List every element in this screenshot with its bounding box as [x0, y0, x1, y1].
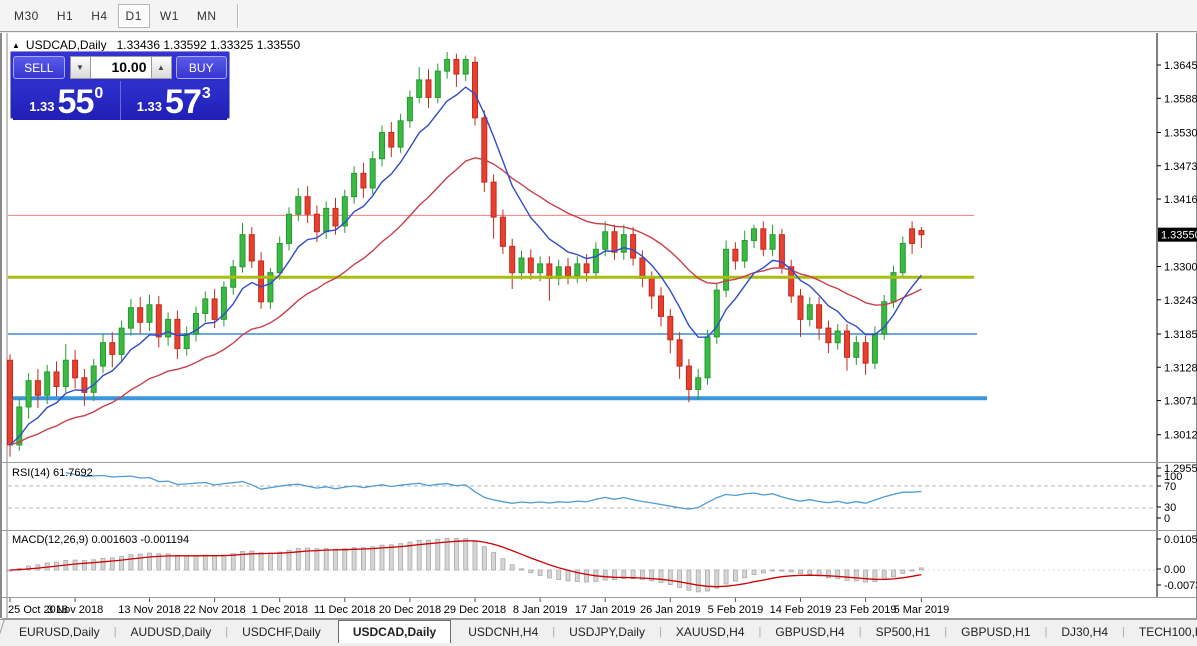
tab-separator: |: [113, 625, 117, 638]
symbol-tab-tech100[interactable]: TECH100,H1: [1138, 624, 1197, 639]
macd-indicator-label: MACD(12,26,9) 0.001603 -0.001194: [12, 534, 190, 546]
rsi-indicator-label: RSI(14) 61.7692: [12, 467, 93, 479]
svg-text:20 Dec 2018: 20 Dec 2018: [379, 604, 441, 616]
tab-separator: |: [658, 625, 662, 638]
chart-window: ▲ USDCAD,Daily 1.33436 1.33592 1.33325 1…: [0, 33, 1197, 619]
date-axis: [9, 598, 922, 602]
svg-text:3 Nov 2018: 3 Nov 2018: [47, 604, 103, 616]
svg-text:0.00: 0.00: [1164, 564, 1185, 576]
svg-text:1.30125: 1.30125: [1164, 430, 1197, 442]
tab-separator: |: [944, 625, 948, 638]
chart-title: ▲ USDCAD,Daily 1.33436 1.33592 1.33325 1…: [12, 38, 300, 52]
timeframe-button-mn[interactable]: MN: [196, 8, 217, 23]
symbol-tab-usdjpy[interactable]: USDJPY,Daily: [569, 624, 645, 639]
svg-text:22 Nov 2018: 22 Nov 2018: [183, 604, 245, 616]
svg-text:1.32435: 1.32435: [1164, 295, 1197, 307]
svg-text:26 Jan 2019: 26 Jan 2019: [640, 604, 701, 616]
buy-price-pip-digit: 3: [201, 85, 211, 102]
svg-text:1.31850: 1.31850: [1164, 329, 1197, 341]
buy-button[interactable]: BUY: [175, 55, 227, 79]
ma-fast-line: [9, 86, 922, 446]
symbol-tab-gbpusd[interactable]: GBPUSD,H1: [961, 624, 1031, 639]
svg-text:1.34730: 1.34730: [1164, 161, 1197, 173]
svg-text:13 Nov 2018: 13 Nov 2018: [118, 604, 180, 616]
svg-text:1.34160: 1.34160: [1164, 194, 1197, 206]
ohlc-values: 1.33436 1.33592 1.33325 1.33550: [116, 38, 301, 52]
svg-text:5 Feb 2019: 5 Feb 2019: [708, 604, 764, 616]
svg-text:17 Jan 2019: 17 Jan 2019: [575, 604, 636, 616]
svg-text:29 Dec 2018: 29 Dec 2018: [444, 604, 506, 616]
tab-separator: |: [1044, 625, 1048, 638]
tab-separator: |: [758, 625, 762, 638]
svg-text:25 Oct 2018: 25 Oct 2018: [8, 604, 68, 616]
buy-price-big-digits: 57: [165, 83, 202, 121]
svg-text:30: 30: [1164, 502, 1176, 514]
sell-price-pip-digit: 0: [94, 85, 104, 102]
macd-histogram: [7, 537, 924, 593]
svg-text:1.31280: 1.31280: [1164, 362, 1197, 374]
svg-text:1.35300: 1.35300: [1164, 127, 1197, 139]
symbol-tab-dj30[interactable]: DJ30,H4: [1061, 624, 1109, 639]
svg-text:8 Jan 2019: 8 Jan 2019: [513, 604, 567, 616]
sell-price-quote[interactable]: 1.33 55 0: [13, 81, 121, 120]
svg-text:1 Dec 2018: 1 Dec 2018: [252, 604, 308, 616]
svg-text:1.30710: 1.30710: [1164, 396, 1197, 408]
tab-separator: |: [858, 625, 862, 638]
one-click-trading-panel: SELL ▼ ▲ BUY 1.33 55 0 1.33 57 3: [10, 51, 230, 121]
svg-text:1.33550: 1.33550: [1161, 230, 1197, 242]
svg-text:0.010525: 0.010525: [1164, 534, 1197, 546]
symbol-tab-usdcnh[interactable]: USDCNH,H4: [468, 624, 539, 639]
macd-signal-line: [9, 540, 922, 588]
tab-separator: |: [552, 625, 556, 638]
svg-text:100: 100: [1164, 471, 1182, 483]
svg-text:1.29555: 1.29555: [1164, 463, 1197, 475]
buy-price-prefix: 1.33: [136, 99, 163, 114]
collapse-arrow-icon[interactable]: ▲: [12, 40, 20, 50]
symbol-tab-bar: EURUSD,Daily | AUDUSD,Daily | USDCHF,Daily U…: [0, 619, 1197, 643]
buy-price-quote[interactable]: 1.33 57 3: [120, 81, 227, 121]
sell-price-big-digits: 55: [57, 83, 95, 121]
volume-decrease-button[interactable]: ▼: [69, 55, 91, 79]
svg-text:1.35885: 1.35885: [1164, 93, 1197, 105]
svg-text:1.33005: 1.33005: [1164, 262, 1197, 274]
symbol-tab-usdchf[interactable]: USDCHF,Daily: [242, 624, 321, 639]
volume-increase-button[interactable]: ▲: [150, 55, 172, 79]
svg-text:70: 70: [1164, 481, 1176, 493]
timeframe-button-h4[interactable]: H4: [91, 8, 108, 23]
symbol-tab-eurusd[interactable]: EURUSD,Daily: [19, 624, 100, 639]
rsi-line: [65, 471, 922, 510]
toolbar-separator: [236, 3, 238, 28]
sell-price-prefix: 1.33: [29, 99, 55, 114]
symbol-timeframe-label: USDCAD,Daily: [25, 38, 107, 52]
symbol-tab-gbpusd[interactable]: GBPUSD,H4: [775, 624, 845, 639]
timeframe-button-d1[interactable]: D1: [117, 3, 150, 28]
tab-separator: |: [225, 625, 229, 638]
svg-text:11 Dec 2018: 11 Dec 2018: [314, 604, 376, 616]
svg-text:-0.0073: -0.0073: [1164, 580, 1197, 592]
timeframe-button-h1[interactable]: H1: [56, 8, 74, 23]
svg-text:0: 0: [1164, 513, 1170, 525]
volume-input[interactable]: [90, 55, 151, 79]
timeframe-button-w1[interactable]: W1: [159, 8, 179, 23]
symbol-tab-audusd[interactable]: AUDUSD,Daily: [130, 624, 212, 639]
symbol-tab-sp500[interactable]: SP500,H1: [875, 624, 931, 639]
svg-text:1.36455: 1.36455: [1164, 60, 1197, 72]
ma-slow-line: [9, 157, 922, 446]
svg-text:14 Feb 2019: 14 Feb 2019: [770, 604, 832, 616]
current-price-tag: [1158, 227, 1197, 242]
svg-text:23 Feb 2019: 23 Feb 2019: [835, 604, 897, 616]
symbol-tab-xauusd[interactable]: XAUUSD,H4: [675, 624, 745, 639]
timeframe-button-m30[interactable]: M30: [14, 8, 39, 23]
sell-button[interactable]: SELL: [13, 55, 65, 79]
tab-separator: |: [1122, 625, 1125, 638]
symbol-tab-usdcad[interactable]: USDCAD,Daily: [337, 620, 452, 643]
svg-text:5 Mar 2019: 5 Mar 2019: [894, 604, 950, 616]
timeframe-toolbar: M30 H1 H4 D1 W1 MN: [0, 0, 1197, 32]
